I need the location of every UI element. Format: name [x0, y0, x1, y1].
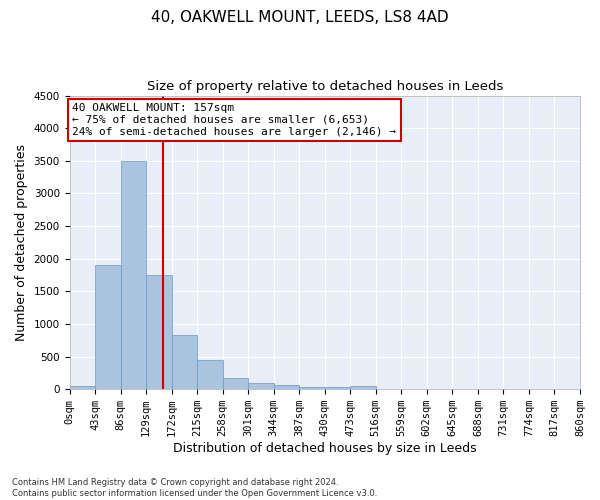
Bar — [146, 275, 172, 389]
Text: 40, OAKWELL MOUNT, LEEDS, LS8 4AD: 40, OAKWELL MOUNT, LEEDS, LS8 4AD — [151, 10, 449, 25]
Bar — [350, 386, 376, 389]
Bar — [223, 378, 248, 389]
Bar — [172, 335, 197, 389]
Bar — [248, 382, 274, 389]
Bar — [197, 360, 223, 389]
Text: Contains HM Land Registry data © Crown copyright and database right 2024.
Contai: Contains HM Land Registry data © Crown c… — [12, 478, 377, 498]
Bar — [299, 386, 325, 389]
Bar — [121, 161, 146, 389]
Bar — [70, 386, 95, 389]
Bar — [95, 265, 121, 389]
Bar — [325, 386, 350, 389]
Title: Size of property relative to detached houses in Leeds: Size of property relative to detached ho… — [146, 80, 503, 93]
Bar — [274, 385, 299, 389]
Y-axis label: Number of detached properties: Number of detached properties — [15, 144, 28, 341]
Text: 40 OAKWELL MOUNT: 157sqm
← 75% of detached houses are smaller (6,653)
24% of sem: 40 OAKWELL MOUNT: 157sqm ← 75% of detach… — [73, 104, 397, 136]
X-axis label: Distribution of detached houses by size in Leeds: Distribution of detached houses by size … — [173, 442, 476, 455]
